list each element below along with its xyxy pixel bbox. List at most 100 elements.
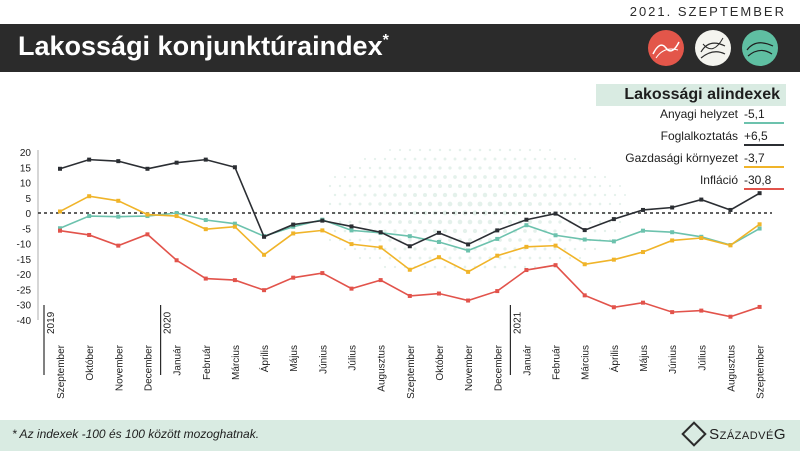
pattern-dot: [453, 175, 457, 179]
pattern-dot: [528, 166, 532, 170]
pattern-dot: [368, 184, 372, 188]
pattern-dot: [477, 183, 483, 189]
x-tick-label: December: [493, 344, 504, 391]
data-point: [524, 217, 529, 222]
pattern-dot: [452, 192, 458, 198]
x-tick-label: Február: [552, 344, 563, 380]
pattern-dot: [398, 220, 402, 224]
data-point: [407, 234, 412, 239]
diamond-logo-icon: [681, 421, 707, 447]
pattern-dot: [502, 210, 508, 216]
pattern-dot: [448, 256, 452, 260]
legend-item-value: -30,8: [744, 173, 772, 187]
data-point: [495, 289, 500, 294]
pattern-dot: [343, 175, 347, 179]
data-point: [466, 242, 471, 247]
data-point: [670, 230, 675, 235]
x-tick-label: Január: [522, 344, 533, 375]
pattern-dot: [502, 192, 508, 198]
pattern-dot: [488, 166, 492, 170]
pattern-dot: [348, 202, 352, 206]
pattern-dot: [333, 229, 337, 233]
pattern-dot: [432, 192, 438, 198]
data-point: [203, 157, 208, 162]
data-point: [232, 221, 237, 226]
pattern-dot: [363, 193, 367, 197]
pattern-dot: [388, 202, 392, 206]
pattern-dot: [328, 184, 332, 188]
data-point: [320, 271, 325, 276]
data-point: [611, 217, 616, 222]
x-tick-label: Április: [258, 345, 271, 372]
pattern-dot: [393, 247, 397, 251]
data-point: [378, 278, 383, 283]
pattern-dot: [418, 256, 422, 260]
data-point: [553, 211, 558, 216]
pattern-dot: [433, 157, 437, 161]
data-point: [728, 314, 733, 319]
pattern-dot: [468, 166, 472, 170]
pattern-dot: [487, 201, 493, 207]
pattern-dot: [423, 247, 427, 251]
pattern-dot: [508, 238, 512, 242]
pattern-dot: [398, 148, 402, 152]
pattern-dot: [363, 157, 367, 161]
pattern-dot: [448, 238, 452, 242]
pattern-dot: [553, 175, 557, 179]
pattern-dot: [448, 166, 452, 170]
y-tick-label: -5: [22, 224, 31, 235]
pattern-dot: [493, 175, 497, 179]
data-point: [232, 165, 237, 170]
data-point: [611, 305, 616, 310]
legend-swatch: [744, 144, 784, 146]
data-point: [670, 310, 675, 315]
data-point: [145, 166, 150, 171]
pattern-dot: [498, 166, 502, 170]
pattern-dot: [507, 201, 513, 207]
white-badge-icon: [695, 30, 731, 66]
pattern-dot: [528, 184, 532, 188]
legend-swatch: [744, 188, 784, 190]
pattern-dot: [573, 193, 577, 197]
y-tick-label: -15: [17, 255, 32, 266]
pattern-dot: [523, 229, 527, 233]
pattern-dot: [388, 220, 392, 224]
pattern-dot: [393, 157, 397, 161]
pattern-dot: [463, 265, 467, 269]
pattern-dot: [462, 228, 468, 234]
pattern-dot: [553, 247, 557, 251]
pattern-dot: [578, 202, 582, 206]
pattern-dot: [427, 201, 433, 207]
data-point: [349, 286, 354, 291]
pattern-dot: [538, 166, 542, 170]
pattern-dot: [568, 184, 572, 188]
pattern-dot: [378, 220, 382, 224]
pattern-dot: [368, 238, 372, 242]
data-point: [320, 228, 325, 233]
y-tick-label: 0: [25, 209, 31, 220]
pattern-dot: [503, 247, 507, 251]
pattern-dot: [503, 265, 507, 269]
pattern-dot: [618, 202, 622, 206]
pattern-dot: [398, 184, 402, 188]
pattern-dot: [598, 202, 602, 206]
pattern-dot: [492, 192, 498, 198]
pattern-dot: [447, 183, 453, 189]
data-point: [611, 239, 616, 244]
pattern-dot: [588, 202, 592, 206]
pattern-dot: [422, 192, 428, 198]
data-point: [466, 248, 471, 253]
pattern-dot: [393, 193, 397, 197]
series-line: [59, 195, 761, 273]
pattern-dot: [427, 219, 433, 225]
pattern-dot: [613, 229, 617, 233]
report-date: 2021. SZEPTEMBER: [629, 4, 786, 19]
data-point: [262, 252, 267, 257]
data-point: [728, 243, 733, 248]
y-tick-label: -25: [17, 285, 32, 296]
data-point: [262, 288, 267, 293]
pattern-dot: [383, 229, 387, 233]
pattern-dot: [443, 247, 447, 251]
pattern-dot: [528, 256, 532, 260]
pattern-dot: [517, 201, 523, 207]
